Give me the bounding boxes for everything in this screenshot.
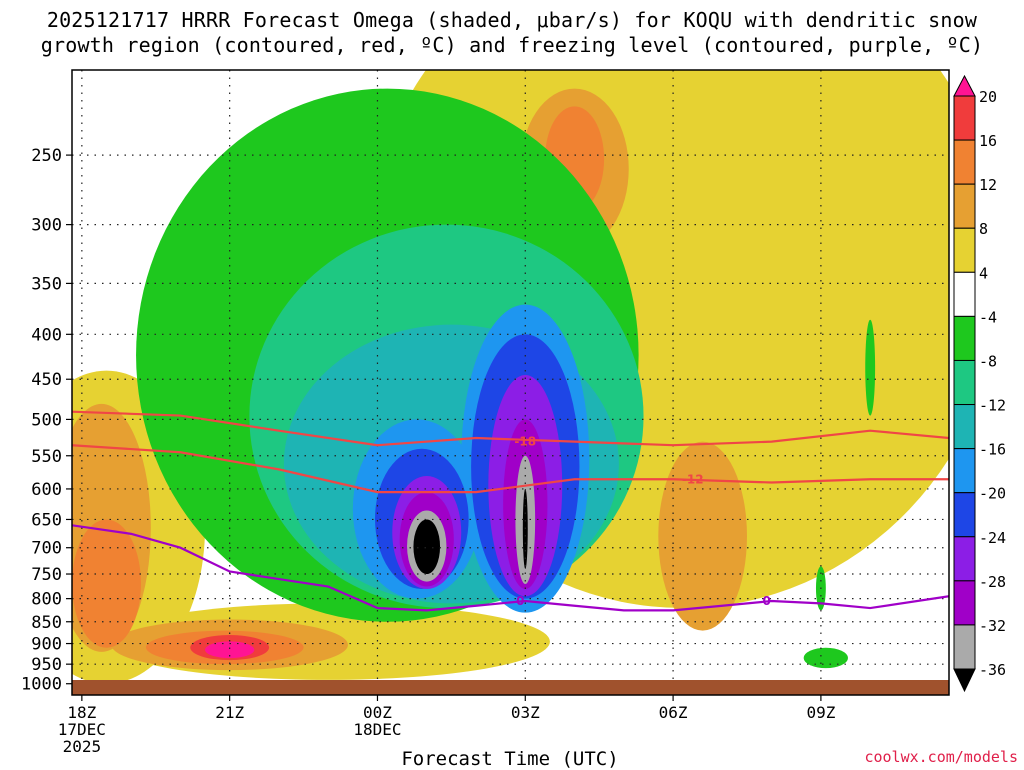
y-axis: 2503003504004505005506006507007508008509… <box>21 146 72 695</box>
contour-freezing-level <box>72 524 949 612</box>
contour-dendritic-upper <box>72 410 949 447</box>
y-tick-label-300: 300 <box>31 216 62 236</box>
omega-region-28 <box>803 647 848 669</box>
y-tick-label-600: 600 <box>31 480 62 500</box>
colorbar-label-0: 20 <box>979 88 997 106</box>
colorbar: 20 16 12 8 4 -4 -8 -12 -16 -20 -24 -28 -32 -36 <box>953 74 1006 693</box>
y-tick-label-1000: 1000 <box>21 675 62 695</box>
colorbar-label-12: -32 <box>979 617 1006 635</box>
chart-title-line-2: growth region (contoured, red, ºC) and f… <box>40 33 984 57</box>
colorbar-label-10: -24 <box>979 529 1006 547</box>
colorbar-swatch--4 <box>953 271 976 317</box>
colorbar-swatch--12 <box>953 359 976 406</box>
contour-layer: -18 -12 0 0 <box>72 410 949 612</box>
x-tick-label-06Z-0: 06Z <box>659 703 688 722</box>
colorbar-cap-bottom <box>953 668 976 693</box>
colorbar-label-5: -4 <box>979 308 997 326</box>
contour-label-3: 0 <box>763 594 771 608</box>
x-axis-title: Forecast Time (UTC) <box>401 748 619 770</box>
colorbar-label-9: -20 <box>979 485 1006 503</box>
colorbar-label-4: 4 <box>979 264 988 282</box>
contour-label-2: 0 <box>516 594 524 608</box>
omega-region-30 <box>865 319 876 416</box>
x-tick-label-18Z-1: 17DEC <box>58 720 106 739</box>
omega-region-26 <box>413 519 441 575</box>
y-tick-label-850: 850 <box>31 613 62 633</box>
x-tick-label-18Z-2: 2025 <box>63 737 102 756</box>
omega-region-8 <box>72 519 141 648</box>
y-tick-label-650: 650 <box>31 510 62 530</box>
colorbar-cap-top <box>953 74 976 97</box>
x-tick-label-21Z-0: 21Z <box>215 703 244 722</box>
x-tick-label-18Z-0: 18Z <box>67 703 96 722</box>
x-tick-label-03Z-0: 03Z <box>511 703 540 722</box>
y-tick-label-750: 750 <box>31 565 62 585</box>
colorbar-swatch-8 <box>953 183 976 229</box>
colorbar-label-3: 8 <box>979 220 988 238</box>
colorbar-swatch--28 <box>953 536 976 582</box>
contour-label-1: -12 <box>682 472 704 486</box>
x-tick-label-00Z-0: 00Z <box>363 703 392 722</box>
y-tick-label-800: 800 <box>31 590 62 610</box>
colorbar-swatch--32 <box>953 580 976 626</box>
colorbar-swatch-16 <box>953 95 976 141</box>
colorbar-swatch-4 <box>953 227 976 273</box>
colorbar-swatch--24 <box>953 492 976 538</box>
omega-region-12 <box>205 641 255 659</box>
y-tick-label-450: 450 <box>31 370 62 390</box>
colorbar-label-11: -28 <box>979 573 1006 591</box>
x-tick-label-09Z-0: 09Z <box>806 703 835 722</box>
y-tick-label-900: 900 <box>31 635 62 655</box>
y-tick-label-250: 250 <box>31 146 62 166</box>
y-tick-label-400: 400 <box>31 325 62 345</box>
colorbar-label-2: 12 <box>979 176 997 194</box>
colorbar-swatch-12 <box>953 139 976 185</box>
x-tick-label-00Z-1: 18DEC <box>353 720 401 739</box>
colorbar-label-6: -8 <box>979 352 997 370</box>
contour-label-0: -18 <box>514 435 536 449</box>
omega-region-6 <box>658 441 747 631</box>
chart-title-line-1: 2025121717 HRRR Forecast Omega (shaded, … <box>46 8 978 32</box>
colorbar-label-7: -12 <box>979 397 1006 415</box>
colorbar-swatch--16 <box>953 404 976 450</box>
plot-frame <box>71 69 950 696</box>
y-tick-label-700: 700 <box>31 539 62 559</box>
colorbar-swatch--8 <box>953 315 976 361</box>
credit-text: coolwx.com/models <box>864 748 1018 766</box>
terrain-surface <box>72 680 949 695</box>
colorbar-swatch--20 <box>953 448 976 494</box>
colorbar-label-8: -16 <box>979 441 1006 459</box>
y-tick-label-500: 500 <box>31 410 62 430</box>
colorbar-label-13: -36 <box>979 661 1006 679</box>
y-tick-label-550: 550 <box>31 447 62 467</box>
contour-dendritic-lower <box>72 444 949 494</box>
colorbar-swatch--36 <box>953 624 976 670</box>
y-tick-label-950: 950 <box>31 655 62 675</box>
y-tick-label-350: 350 <box>31 274 62 294</box>
omega-shading-layer <box>72 70 949 684</box>
colorbar-label-1: 16 <box>979 132 997 150</box>
